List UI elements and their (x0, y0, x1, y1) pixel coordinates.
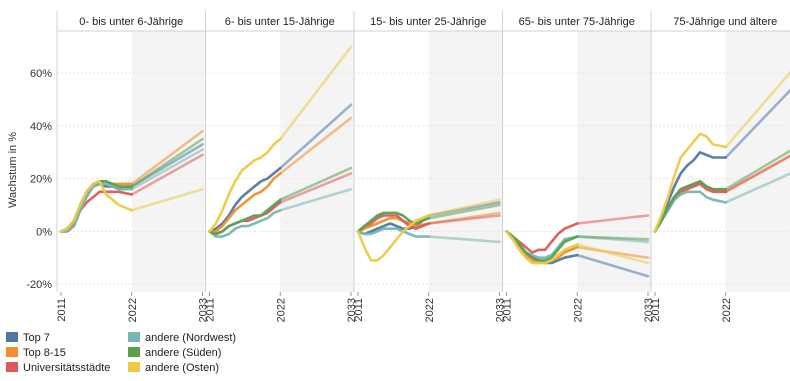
series-line-projection (427, 203, 501, 220)
series-line-historic (356, 211, 431, 233)
series-line-projection (278, 187, 353, 212)
series-line-projection (278, 172, 353, 204)
legend-label: andere (Nordwest) (145, 332, 237, 344)
x-tick-label: 2022 (721, 298, 733, 322)
legend-swatch (6, 347, 18, 357)
legend: Top 7 Top 8-15 Universitätsstädte andere… (0, 331, 400, 376)
series-line-projection (130, 137, 204, 188)
x-tick-label: 2011 (353, 298, 365, 322)
series-line-projection (724, 70, 790, 149)
legend-swatch (128, 362, 140, 372)
series-line-historic (59, 180, 134, 233)
series-line-historic (208, 166, 282, 233)
series-line-projection (575, 235, 650, 241)
y-axis-label: Wachstum in % (7, 132, 19, 208)
y-ticks: 60% 40% 20% 0% -20% (26, 68, 52, 291)
x-tick-label: 2033 (346, 298, 358, 322)
series-line-historic (208, 172, 282, 233)
legend-item: andere (Süden) (128, 346, 221, 360)
legend-item: andere (Osten) (128, 361, 219, 375)
legend-item: Top 7 (6, 331, 50, 345)
x-tick-label: 2022 (127, 298, 139, 322)
series-line-historic (505, 230, 579, 262)
legend-swatch (128, 347, 140, 357)
projection-band (428, 31, 503, 292)
panel: 75-Jährige und ältere201120222033 (650, 16, 790, 322)
legend-label: andere (Osten) (145, 362, 219, 374)
y-tick-label: 40% (30, 121, 52, 133)
legend-swatch (6, 332, 18, 342)
series-line-projection (278, 116, 353, 175)
series-line-historic (208, 198, 282, 236)
legend-item: andere (Nordwest) (128, 331, 236, 345)
panel-title: 6- bis unter 15-Jährige (225, 16, 335, 28)
panel: 65- bis unter 75-Jährige 2011 2022 2033 (502, 11, 655, 322)
series-line-historic (356, 227, 431, 238)
x-tick-label: 2033 (198, 298, 210, 322)
series-line-projection (575, 253, 650, 278)
panel-title: 0- bis unter 6-Jährige (79, 16, 183, 28)
x-tick-label: 2022 (572, 298, 584, 322)
y-tick-label: 0% (36, 226, 52, 238)
series-line-projection (724, 154, 790, 194)
x-tick-label: 2022 (424, 298, 436, 322)
series-line-projection (724, 149, 790, 191)
legend-label: Top 8-15 (23, 347, 66, 359)
x-tick-label: 2033 (643, 298, 655, 322)
x-tick-label: 2033 (495, 298, 507, 322)
panel-title: 65- bis unter 75-Jährige (519, 16, 635, 28)
series-line-projection (724, 88, 790, 159)
series-line-projection (278, 166, 353, 201)
legend-swatch (128, 332, 140, 342)
series-line-historic (653, 151, 728, 233)
legend-label: Top 7 (23, 332, 50, 344)
series-line-historic (653, 180, 728, 233)
series-line-projection (130, 187, 204, 212)
series-line-projection (278, 45, 353, 141)
series-line-historic (653, 132, 728, 233)
x-tick-label: 2011 (650, 298, 662, 322)
series-line-historic (59, 182, 134, 233)
series-line-projection (130, 153, 204, 196)
panel: 6- bis unter 15-Jährige 2011 2022 2033 (205, 11, 358, 322)
series-line-historic (356, 214, 431, 233)
legend-item: Top 8-15 (6, 346, 66, 360)
x-tick-label: 2011 (205, 298, 217, 322)
y-tick-label: 20% (30, 174, 52, 186)
x-tick-label: 2022 (275, 298, 287, 322)
series-line-historic (208, 209, 282, 238)
series-line-projection (278, 103, 353, 170)
series-line-projection (427, 198, 501, 217)
legend-swatch (6, 362, 18, 372)
legend-label: Universitätsstädte (23, 362, 111, 374)
panel: 0- bis unter 6-Jährige 2011 2022 2033 (56, 11, 210, 322)
legend-label: andere (Süden) (145, 347, 222, 359)
x-tick-label: 2011 (56, 298, 68, 322)
series-line-projection (575, 214, 650, 225)
series-line-projection (427, 214, 501, 225)
series-line-historic (505, 230, 579, 265)
series-line-projection (724, 172, 790, 204)
series-line-projection (130, 148, 204, 191)
projection-band (280, 31, 354, 292)
x-tick-label: 2011 (502, 298, 514, 322)
series-line-projection (130, 129, 204, 186)
series-line-projection (575, 243, 650, 265)
panel-title: 75-Jährige und ältere (673, 16, 777, 28)
y-tick-label: -20% (26, 279, 52, 291)
legend-item: Universitätsstädte (6, 361, 110, 375)
series-line-historic (356, 214, 431, 262)
series-line-historic (208, 137, 282, 233)
series-line-projection (427, 235, 501, 244)
panel-title: 15- bis unter 25-Jährige (370, 16, 486, 28)
panel: 15- bis unter 25-Jährige 2011 2022 2033 (353, 11, 507, 322)
y-tick-label: 60% (30, 68, 52, 80)
